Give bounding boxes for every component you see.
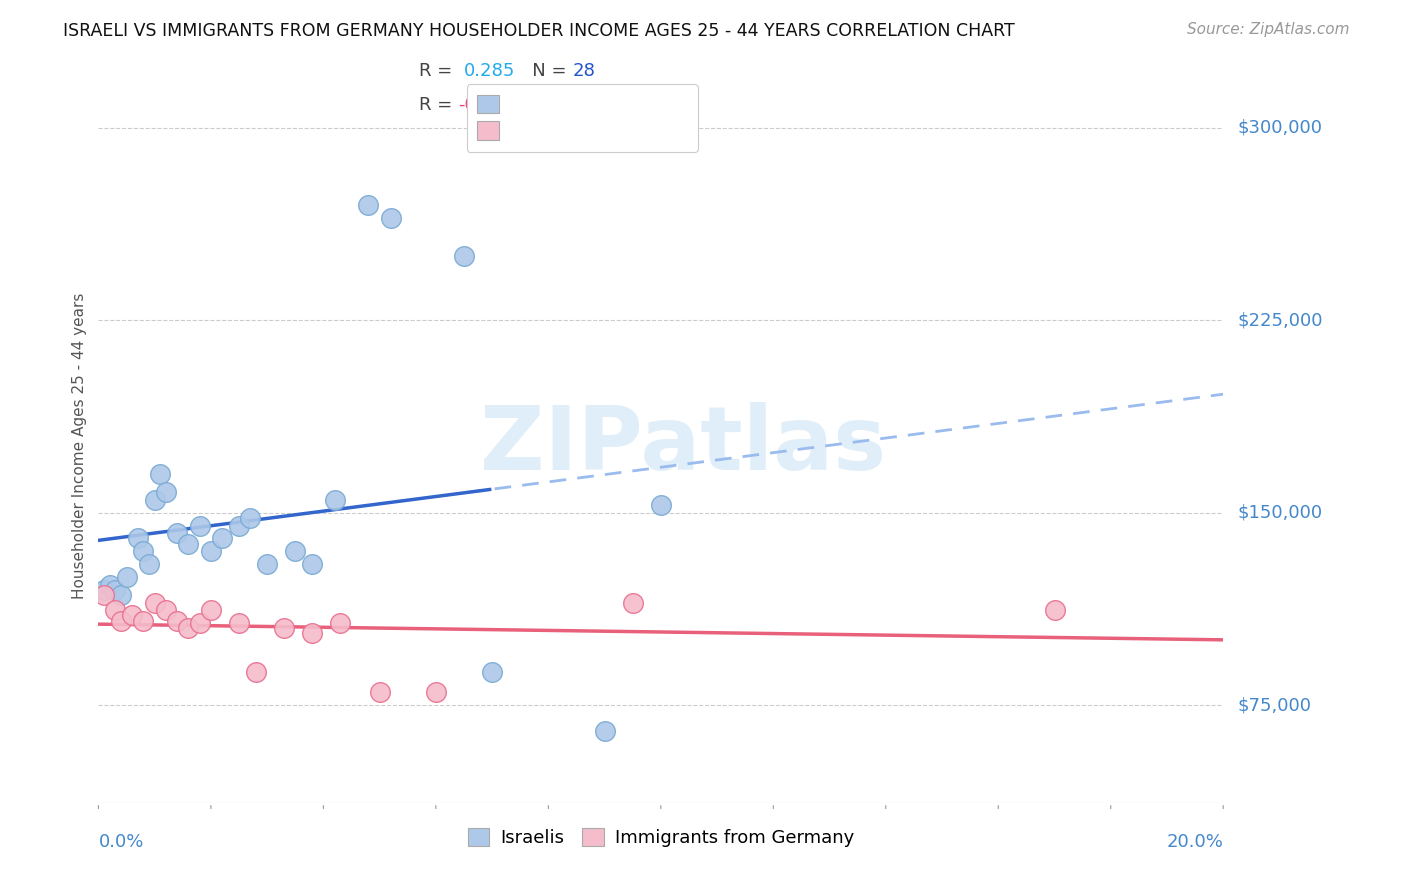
Point [425, 685, 447, 699]
Point [481, 665, 503, 679]
Point [380, 211, 402, 225]
Point [132, 614, 155, 628]
Point [155, 603, 177, 617]
Text: N =: N = [516, 96, 574, 114]
Point [98, 577, 121, 591]
Point [593, 723, 616, 738]
Point [93, 588, 115, 602]
Point [284, 544, 307, 558]
Point [301, 557, 323, 571]
Point [200, 603, 222, 617]
Point [650, 498, 672, 512]
Y-axis label: Householder Income Ages 25 - 44 years: Householder Income Ages 25 - 44 years [72, 293, 87, 599]
Point [1043, 603, 1066, 617]
Text: R =: R = [419, 62, 464, 80]
Text: $75,000: $75,000 [1237, 697, 1312, 714]
Point [188, 616, 211, 631]
Text: 20: 20 [574, 96, 596, 114]
Point [239, 511, 262, 525]
Text: R =: R = [419, 96, 458, 114]
Point [228, 616, 250, 631]
Point [115, 570, 138, 584]
Point [621, 596, 644, 610]
Point [177, 621, 200, 635]
Point [121, 608, 143, 623]
Point [104, 603, 127, 617]
Point [228, 518, 250, 533]
Point [256, 557, 278, 571]
Point [143, 492, 166, 507]
Point [110, 588, 132, 602]
Text: ISRAELI VS IMMIGRANTS FROM GERMANY HOUSEHOLDER INCOME AGES 25 - 44 YEARS CORRELA: ISRAELI VS IMMIGRANTS FROM GERMANY HOUSE… [63, 22, 1015, 40]
Point [132, 544, 155, 558]
Point [104, 582, 127, 597]
Text: N =: N = [515, 62, 572, 80]
Text: $300,000: $300,000 [1237, 119, 1322, 136]
Point [301, 626, 323, 640]
Point [166, 526, 188, 541]
Text: 20.0%: 20.0% [1167, 833, 1223, 851]
Point [329, 616, 352, 631]
Text: ZIPatlas: ZIPatlas [481, 402, 886, 490]
Point [143, 596, 166, 610]
Point [155, 485, 177, 500]
Point [166, 614, 188, 628]
Text: $225,000: $225,000 [1237, 311, 1323, 329]
Text: -0.294: -0.294 [458, 96, 516, 114]
Text: $150,000: $150,000 [1237, 504, 1322, 522]
Point [368, 685, 391, 699]
Point [323, 492, 346, 507]
Text: 0.285: 0.285 [464, 62, 515, 80]
Text: 0.0%: 0.0% [98, 833, 143, 851]
Point [177, 536, 200, 550]
Point [211, 532, 233, 546]
Text: 28: 28 [572, 62, 595, 80]
Legend: Israelis, Immigrants from Germany: Israelis, Immigrants from Germany [457, 817, 865, 858]
Point [93, 582, 115, 597]
Point [149, 467, 172, 482]
Point [188, 518, 211, 533]
Point [110, 614, 132, 628]
Text: Source: ZipAtlas.com: Source: ZipAtlas.com [1187, 22, 1350, 37]
Point [245, 665, 267, 679]
Point [127, 532, 149, 546]
Point [357, 197, 380, 211]
Point [200, 544, 222, 558]
Point [273, 621, 295, 635]
Point [138, 557, 160, 571]
Point [453, 249, 475, 263]
